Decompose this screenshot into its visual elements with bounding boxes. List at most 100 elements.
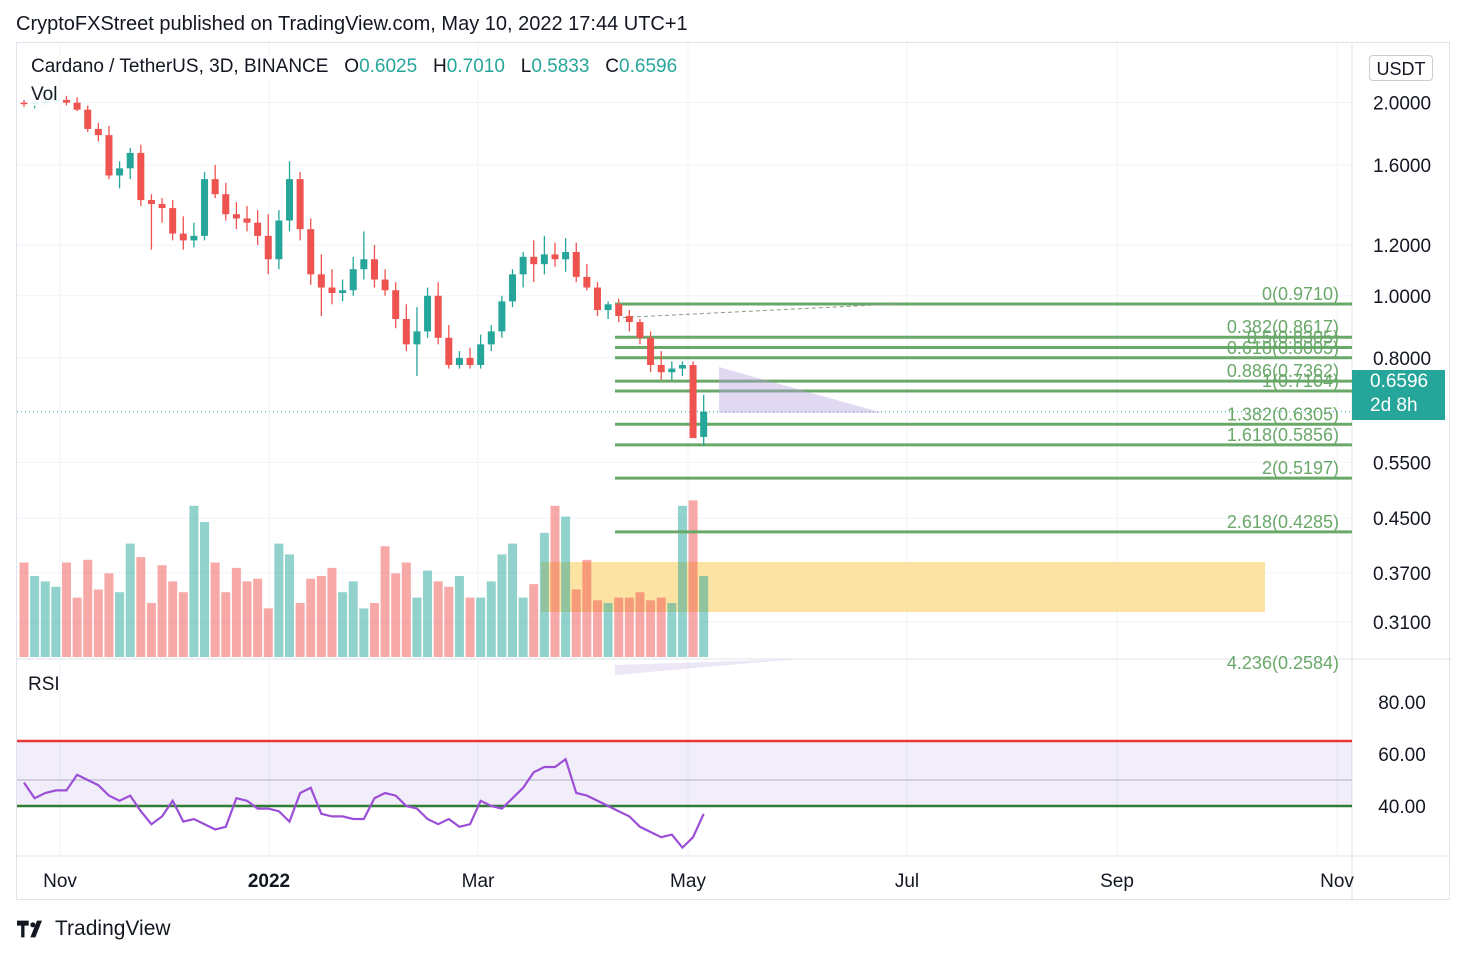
candles-layer bbox=[20, 95, 708, 446]
candle-body bbox=[62, 99, 70, 103]
volume-bar bbox=[677, 505, 687, 657]
volume-bar bbox=[529, 584, 539, 657]
low-label: L bbox=[520, 56, 532, 77]
candle-body bbox=[466, 357, 474, 365]
volume-bar bbox=[200, 522, 210, 657]
candle-body bbox=[625, 315, 633, 323]
close-label: C bbox=[605, 56, 620, 77]
footer[interactable]: TradingView bbox=[17, 917, 171, 941]
volume-bar bbox=[624, 597, 634, 657]
volume-bar bbox=[263, 608, 273, 657]
price-axis-label: 0.4500 bbox=[1373, 509, 1431, 530]
time-axis-label: Nov bbox=[1320, 871, 1354, 892]
candle-body bbox=[243, 218, 251, 223]
candle-body bbox=[94, 128, 102, 136]
volume-bar bbox=[19, 562, 29, 657]
volume-bar bbox=[592, 600, 602, 657]
price-axis-label: 0.5500 bbox=[1373, 453, 1431, 474]
volume-bar bbox=[656, 597, 666, 657]
rsi-axis-label: 40.00 bbox=[1378, 797, 1426, 818]
candle-body bbox=[530, 256, 538, 265]
volume-bar bbox=[571, 589, 581, 657]
candle-body bbox=[647, 337, 655, 365]
open-label: O bbox=[344, 56, 360, 77]
symbol-name: Cardano / TetherUS, 3D, BINANCE bbox=[31, 56, 329, 77]
volume-bar bbox=[539, 532, 549, 657]
volume-bar bbox=[93, 589, 103, 657]
last-price-tag: 0.6596 2d 8h bbox=[1352, 370, 1445, 420]
symbol-legend: Cardano / TetherUS, 3D, BINANCE O0.6025 … bbox=[28, 56, 681, 78]
volume-bar bbox=[635, 592, 645, 657]
candle-body bbox=[349, 269, 357, 291]
time-axis-label: 2022 bbox=[248, 871, 290, 892]
tradingview-logo-icon bbox=[17, 920, 42, 938]
volume-bar bbox=[667, 603, 677, 657]
volume-bar bbox=[465, 597, 475, 657]
volume-bar bbox=[210, 562, 220, 657]
price-axis-layer: 2.0000 1.6000 1.2000 1.0000 0.8000 0.5500 0.45… bbox=[1373, 94, 1431, 818]
candle-body bbox=[222, 194, 230, 215]
volume-bar bbox=[338, 592, 348, 657]
volume-bar bbox=[688, 500, 698, 657]
candle-body bbox=[84, 109, 92, 129]
price-axis-label: 0.8000 bbox=[1373, 349, 1431, 370]
candle-body bbox=[307, 229, 315, 275]
fib-level-label: 1.618(0.5856) bbox=[1227, 425, 1339, 445]
pattern-projection bbox=[615, 659, 797, 675]
candle-body bbox=[604, 304, 612, 311]
low-value: 0.5833 bbox=[531, 56, 590, 77]
volume-bar bbox=[72, 597, 82, 657]
volume-bar bbox=[369, 603, 379, 657]
candle-body bbox=[657, 364, 665, 373]
candle-body bbox=[275, 220, 283, 260]
volume-bar bbox=[40, 581, 50, 657]
chart-canvas[interactable]: 0(0.9710) 0.382(0.8617)0.5(0.8305)0.618(0… bbox=[17, 43, 1451, 901]
volume-bar bbox=[168, 581, 178, 657]
fib-level-label: 0.618(0.8005) bbox=[1227, 338, 1339, 358]
candle-body bbox=[498, 301, 506, 332]
volume-bar bbox=[285, 554, 294, 657]
chart-frame[interactable]: 0(0.9710) 0.382(0.8617) 0.5(0.8305) 0.618(0… bbox=[16, 42, 1451, 901]
volume-bar bbox=[146, 603, 156, 657]
volume-bar bbox=[401, 562, 411, 657]
candle-body bbox=[668, 368, 676, 373]
candle-body bbox=[254, 222, 262, 236]
currency-button[interactable]: USDT bbox=[1369, 55, 1433, 81]
volume-bar bbox=[486, 581, 496, 657]
volume-bar bbox=[348, 581, 358, 657]
volume-bar bbox=[178, 592, 188, 657]
time-axis-label: Mar bbox=[462, 871, 495, 892]
candle-body bbox=[296, 179, 304, 230]
candle-body bbox=[381, 279, 389, 291]
volume-bar bbox=[221, 592, 231, 657]
volume-bar bbox=[189, 505, 199, 657]
candle-body bbox=[73, 102, 81, 110]
candle-body bbox=[700, 411, 708, 437]
time-axis-layer: Nov 2022 Mar May Jul Sep Nov bbox=[43, 871, 1354, 892]
volume-bar bbox=[561, 516, 571, 657]
volume-bar bbox=[699, 576, 709, 657]
volume-bar bbox=[391, 573, 401, 657]
volume-bar bbox=[646, 600, 656, 657]
open-value: 0.6025 bbox=[359, 56, 418, 77]
price-axis-label: 0.3100 bbox=[1373, 613, 1431, 634]
candle-body bbox=[179, 233, 187, 241]
volume-bar bbox=[274, 543, 284, 657]
candle-body bbox=[201, 179, 209, 236]
volume-bar bbox=[497, 554, 507, 657]
volume-bar bbox=[423, 570, 433, 657]
high-value: 0.7010 bbox=[446, 56, 505, 77]
volume-bar bbox=[582, 559, 592, 657]
candle-body bbox=[137, 152, 145, 201]
fib-level-label: 0.382(0.8617) bbox=[1227, 317, 1339, 337]
candle-body bbox=[413, 331, 421, 345]
candle-body bbox=[370, 259, 378, 280]
candle-body bbox=[583, 276, 591, 288]
rsi-layer bbox=[17, 739, 1352, 850]
candle-body bbox=[169, 208, 177, 234]
candle-body bbox=[286, 179, 293, 221]
volume-bar bbox=[115, 592, 125, 657]
candle-body bbox=[126, 152, 134, 169]
volume-bar bbox=[380, 546, 390, 657]
candle-body bbox=[572, 252, 580, 277]
